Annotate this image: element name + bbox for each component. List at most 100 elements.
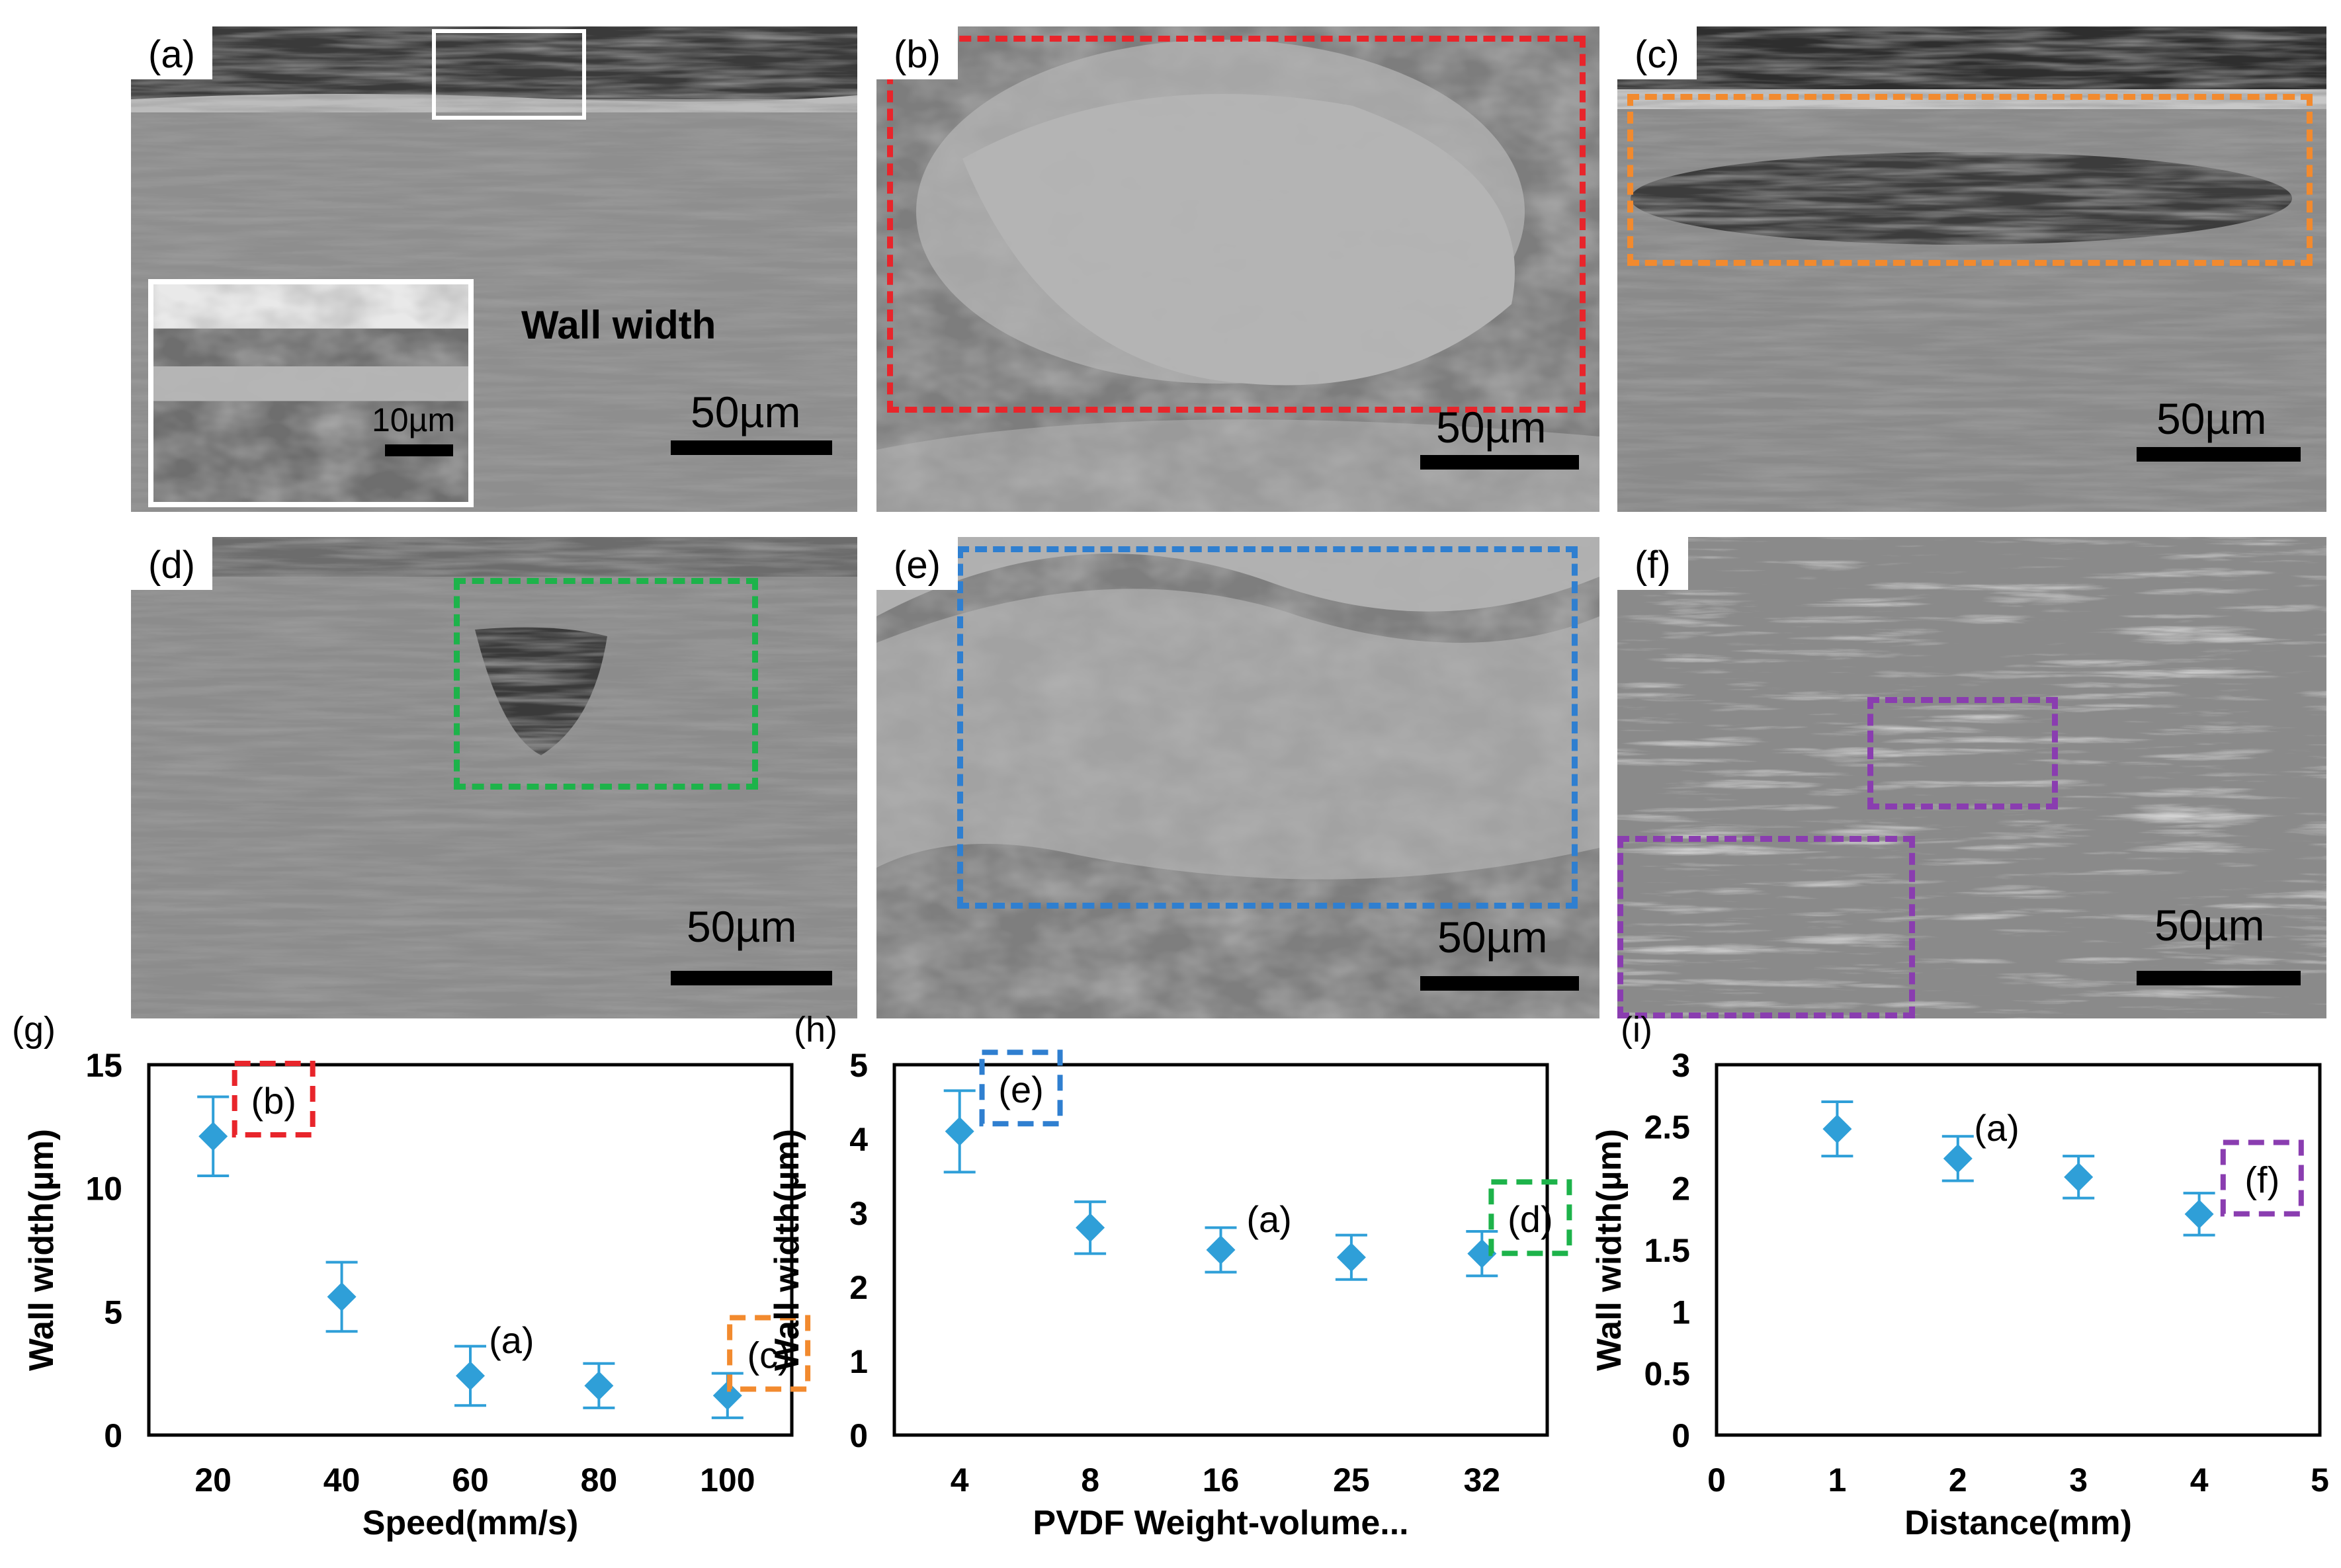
scale-text-a: 50µm	[691, 388, 801, 436]
data-point-diamond	[584, 1371, 614, 1401]
annotation-label: (d)	[1508, 1198, 1553, 1240]
annotation-label: (a)	[1974, 1107, 2019, 1149]
x-tick-label: 32	[1463, 1462, 1500, 1499]
x-tick-label: 4	[2190, 1462, 2209, 1499]
scale-text-f: 50µm	[2154, 901, 2265, 950]
annotation-box	[979, 1050, 1063, 1127]
highlight-box-f	[1867, 697, 2058, 809]
x-tick-label: 1	[1828, 1462, 1846, 1499]
x-tick-label: 16	[1203, 1462, 1240, 1499]
annotation-label: (e)	[998, 1069, 1043, 1110]
plot-frame	[147, 1063, 794, 1437]
x-tick-label: 0	[1707, 1462, 1726, 1499]
y-tick-label: 5	[104, 1294, 122, 1331]
y-tick-label: 3	[849, 1195, 868, 1232]
panel-label-f: (f)	[1617, 537, 1688, 590]
x-tick-label: 60	[452, 1462, 489, 1499]
chart-2: (i) 0 0.5 1 1.5 2 2.5 3 0 1 2 3 4 5 Distance(mm) Wall w…	[1590, 1012, 2329, 1542]
chart-panel-label: (i)	[1621, 1012, 1652, 1050]
sem-texture-f	[1617, 537, 2326, 1018]
sem-image-a: 10µm Wall width (a) 50µm	[131, 26, 857, 512]
y-tick-label: 15	[85, 1047, 122, 1084]
highlight-box-b	[887, 36, 1586, 413]
x-axis-title: Distance(mm)	[1904, 1504, 2132, 1542]
scale-text-b: 50µm	[1436, 403, 1547, 452]
scale-text-d: 50µm	[687, 902, 797, 951]
annotation-label: (f)	[2244, 1159, 2279, 1200]
x-tick-label: 5	[2311, 1462, 2329, 1499]
y-tick-label: 1	[849, 1343, 868, 1380]
scale-bar-d	[671, 971, 832, 985]
data-point-diamond	[945, 1116, 974, 1146]
y-tick-label: 1.5	[1644, 1232, 1690, 1269]
x-tick-label: 40	[323, 1462, 361, 1499]
y-axis-title: Wall width(µm)	[22, 1129, 61, 1371]
x-tick-label: 3	[2069, 1462, 2088, 1499]
inset-scale-bar	[385, 444, 453, 456]
y-tick-label: 4	[849, 1121, 868, 1158]
chart-0: (g) 0 5 10 15 20 40 60 80 100 Speed(mm/s) Wall widt…	[12, 1012, 811, 1542]
data-point-diamond	[2064, 1162, 2094, 1192]
scale-bar-e	[1420, 976, 1579, 991]
x-tick-label: 20	[194, 1462, 232, 1499]
plot-frame	[1715, 1063, 2322, 1437]
highlight-box-e	[957, 546, 1578, 909]
highlight-box-c	[1627, 94, 2313, 266]
data-point-diamond	[1943, 1143, 1973, 1173]
data-point-diamond	[1467, 1239, 1497, 1268]
y-tick-label: 10	[85, 1171, 122, 1208]
sem-image-c: (c) 50µm	[1617, 26, 2326, 512]
panel-label-a: (a)	[131, 26, 212, 79]
annotation-label: (a)	[1246, 1198, 1291, 1240]
annotation-box	[2220, 1139, 2304, 1217]
annotation-label: (c)	[747, 1335, 790, 1376]
y-tick-label: 0	[104, 1417, 122, 1454]
sem-texture-e	[876, 537, 1599, 1018]
y-tick-label: 2	[1672, 1171, 1690, 1208]
data-point-diamond	[198, 1122, 228, 1151]
y-axis-title: Wall width(µm)	[768, 1129, 806, 1371]
wall-width-annotation: Wall width	[521, 303, 716, 347]
y-tick-label: 0	[1672, 1417, 1690, 1454]
scale-bar-c	[2137, 447, 2301, 462]
x-axis-title: Speed(mm/s)	[362, 1504, 579, 1542]
inset-box-f	[1617, 836, 1915, 1018]
x-tick-label: 80	[581, 1462, 618, 1499]
chart-1: (h) 0 1 2 3 4 5 4 8 16 25 32 PVDF Weight-volume... Wa…	[768, 1012, 1572, 1542]
y-tick-label: 2	[849, 1269, 868, 1306]
chart-panel-label: (h)	[794, 1012, 837, 1050]
scale-bar-a	[671, 440, 832, 455]
sem-image-f: (f) 50µm	[1617, 537, 2326, 1018]
x-tick-label: 100	[700, 1462, 755, 1499]
annotation-label: (b)	[251, 1080, 296, 1122]
data-point-diamond	[2184, 1199, 2214, 1229]
highlight-box-d	[454, 578, 758, 790]
y-tick-label: 0.5	[1644, 1356, 1690, 1393]
plot-frame	[892, 1063, 1549, 1437]
data-point-diamond	[1822, 1114, 1852, 1144]
data-point-diamond	[327, 1282, 357, 1311]
x-tick-label: 2	[1949, 1462, 1967, 1499]
y-tick-label: 2.5	[1644, 1108, 1690, 1145]
y-tick-label: 5	[849, 1047, 868, 1084]
y-tick-label: 1	[1672, 1294, 1690, 1331]
inset-scale-text: 10µm	[372, 401, 456, 438]
x-tick-label: 8	[1081, 1462, 1099, 1499]
panel-label-e: (e)	[876, 537, 958, 590]
panel-label-d: (d)	[131, 537, 212, 590]
chart-panel-label: (g)	[12, 1012, 56, 1050]
annotation-box	[727, 1315, 811, 1392]
annotation-box	[1488, 1179, 1572, 1257]
y-axis-title: Wall width(µm)	[1590, 1129, 1629, 1371]
scale-bar-f	[2137, 971, 2301, 985]
sem-texture-b	[876, 26, 1599, 512]
panel-label-b: (b)	[876, 26, 958, 79]
data-point-diamond	[1076, 1213, 1105, 1243]
inset-zoom-a: 10µm	[148, 279, 474, 507]
sem-image-b: (b) 50µm	[876, 26, 1599, 512]
y-tick-label: 0	[849, 1417, 868, 1454]
data-point-diamond	[456, 1361, 485, 1391]
sem-image-d: (d) 50µm	[131, 537, 857, 1018]
annotation-box	[232, 1061, 316, 1137]
